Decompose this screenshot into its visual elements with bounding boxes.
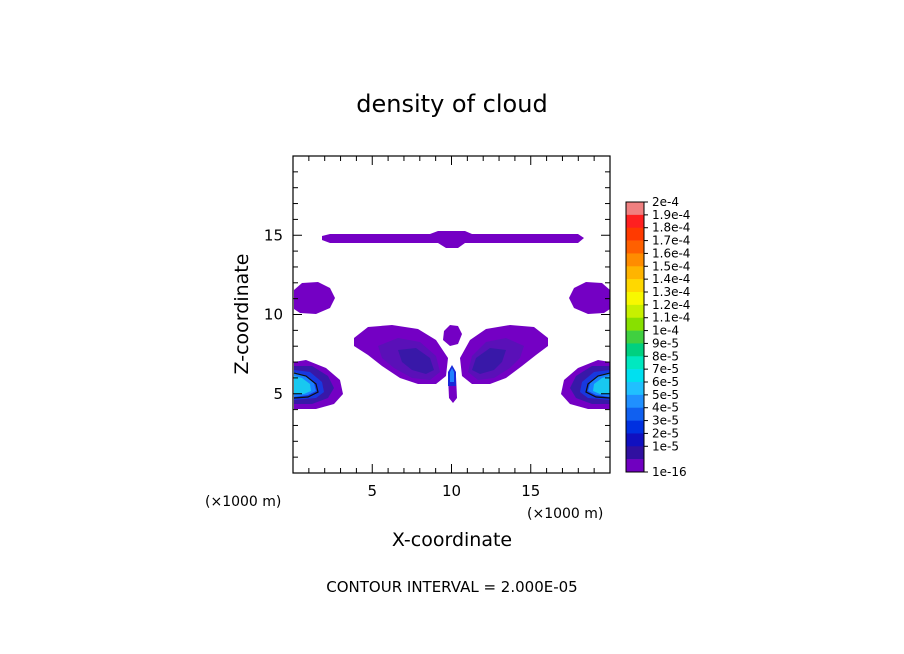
region-central-column: [448, 365, 457, 403]
colorbar: 2e-41.9e-41.8e-41.7e-41.6e-41.5e-41.4e-4…: [625, 195, 690, 479]
axis-ticks: [293, 156, 610, 473]
x-tick-label: 10: [442, 482, 461, 500]
colorbar-label: 1.5e-4: [652, 259, 690, 273]
colorbar-swatch: [626, 227, 644, 241]
colorbar-swatch: [626, 253, 644, 267]
colorbar-swatch: [626, 459, 644, 473]
colorbar-label: 1.1e-4: [652, 311, 690, 325]
region-right-core: [561, 360, 611, 409]
colorbar-label: 9e-5: [652, 336, 679, 350]
colorbar-swatch: [626, 407, 644, 421]
colorbar-swatch: [626, 240, 644, 254]
y-tick-label: 15: [264, 226, 283, 244]
y-tick-label: 10: [264, 306, 283, 324]
colorbar-swatch: [626, 292, 644, 306]
colorbar-frame: [625, 201, 645, 473]
colorbar-swatch: [626, 317, 644, 331]
colorbar-swatch: [626, 279, 644, 293]
region-central-left-lobe: [354, 325, 448, 384]
colorbar-label: 8e-5: [652, 349, 679, 363]
colorbar-label: 2e-4: [652, 195, 679, 209]
colorbar-label: 6e-5: [652, 375, 679, 389]
colorbar-label: 1e-5: [652, 439, 679, 453]
colorbar-label: 3e-5: [652, 414, 679, 428]
contour-interval-note: CONTOUR INTERVAL = 2.000E-05: [326, 578, 577, 596]
colorbar-swatch: [626, 446, 644, 460]
colorbar-swatch: [626, 420, 644, 434]
x-tick-label: 15: [521, 482, 540, 500]
colorbar-label: 1e-16: [652, 465, 687, 479]
colorbar-swatch: [626, 369, 644, 383]
colorbar-label: 5e-5: [652, 388, 679, 402]
colorbar-swatch: [626, 266, 644, 280]
colorbar-swatch: [626, 356, 644, 370]
y-axis-label: Z-coordinate: [231, 254, 253, 375]
plot-frame: [292, 155, 611, 474]
axis-tick-labels: 5 10 15 5 10 15: [264, 226, 540, 500]
y-tick-label: 5: [273, 385, 283, 403]
colorbar-label: 2e-5: [652, 426, 679, 440]
x-unit-label: (×1000 m): [205, 494, 281, 510]
colorbar-label: 7e-5: [652, 362, 679, 376]
y-unit-label: (×1000 m): [527, 506, 603, 522]
colorbar-swatch: [626, 330, 644, 344]
x-axis-label: X-coordinate: [392, 529, 512, 551]
chart-title: density of cloud: [356, 90, 547, 118]
region-left-core: [293, 360, 343, 409]
region-left-mid-blob: [294, 282, 335, 314]
colorbar-label: 1.3e-4: [652, 285, 690, 299]
region-right-mid-blob: [569, 282, 610, 314]
colorbar-swatch: [626, 304, 644, 319]
colorbar-swatch: [626, 202, 644, 216]
colorbar-label: 4e-5: [652, 401, 679, 415]
colorbar-swatch: [626, 214, 644, 229]
colorbar-label: 1.6e-4: [652, 246, 690, 260]
plot-area: [293, 231, 611, 409]
colorbar-swatch: [626, 343, 644, 357]
region-central-right-lobe: [460, 325, 548, 384]
colorbar-label: 1.4e-4: [652, 272, 690, 286]
colorbar-label: 1.7e-4: [652, 234, 690, 248]
colorbar-swatch: [626, 433, 644, 447]
colorbar-label: 1.8e-4: [652, 221, 690, 235]
colorbar-swatch: [626, 394, 644, 409]
region-upper-band: [322, 231, 584, 248]
x-tick-label: 5: [367, 482, 377, 500]
colorbar-label: 1.9e-4: [652, 208, 690, 222]
colorbar-swatch: [626, 382, 644, 396]
colorbar-label: 1.2e-4: [652, 298, 690, 312]
colorbar-label: 1e-4: [652, 324, 679, 338]
region-central-top-blob: [443, 325, 462, 346]
